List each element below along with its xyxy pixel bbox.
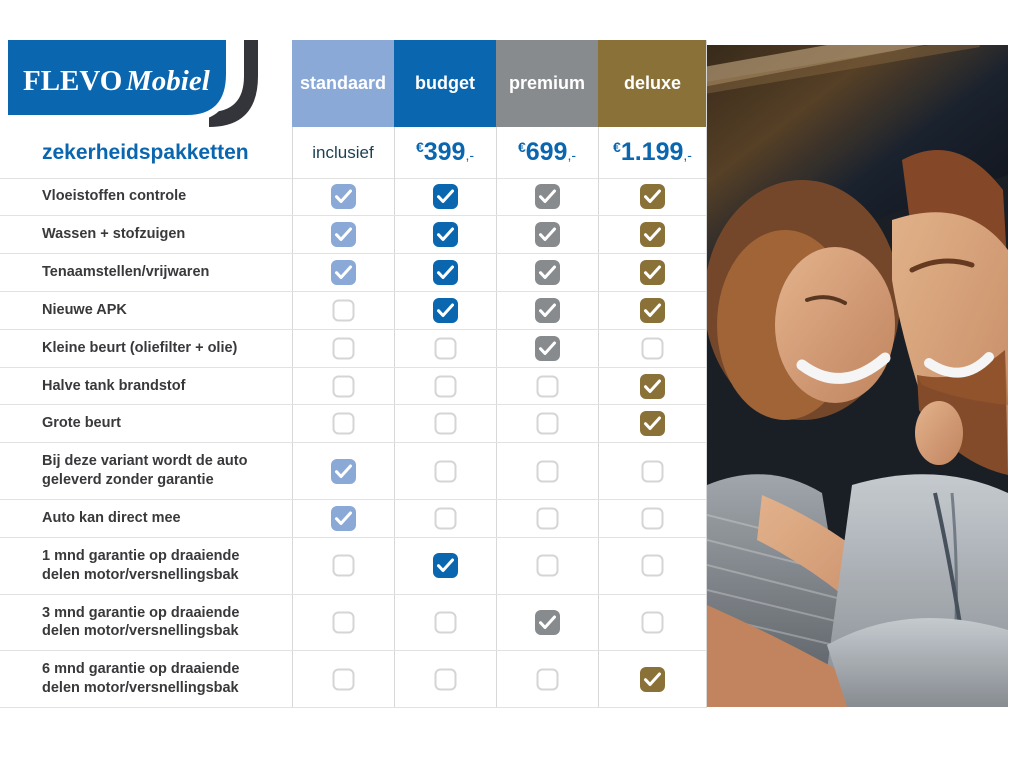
svg-text:FLEVO: FLEVO <box>23 65 122 97</box>
svg-text:Mobiel: Mobiel <box>125 65 211 97</box>
